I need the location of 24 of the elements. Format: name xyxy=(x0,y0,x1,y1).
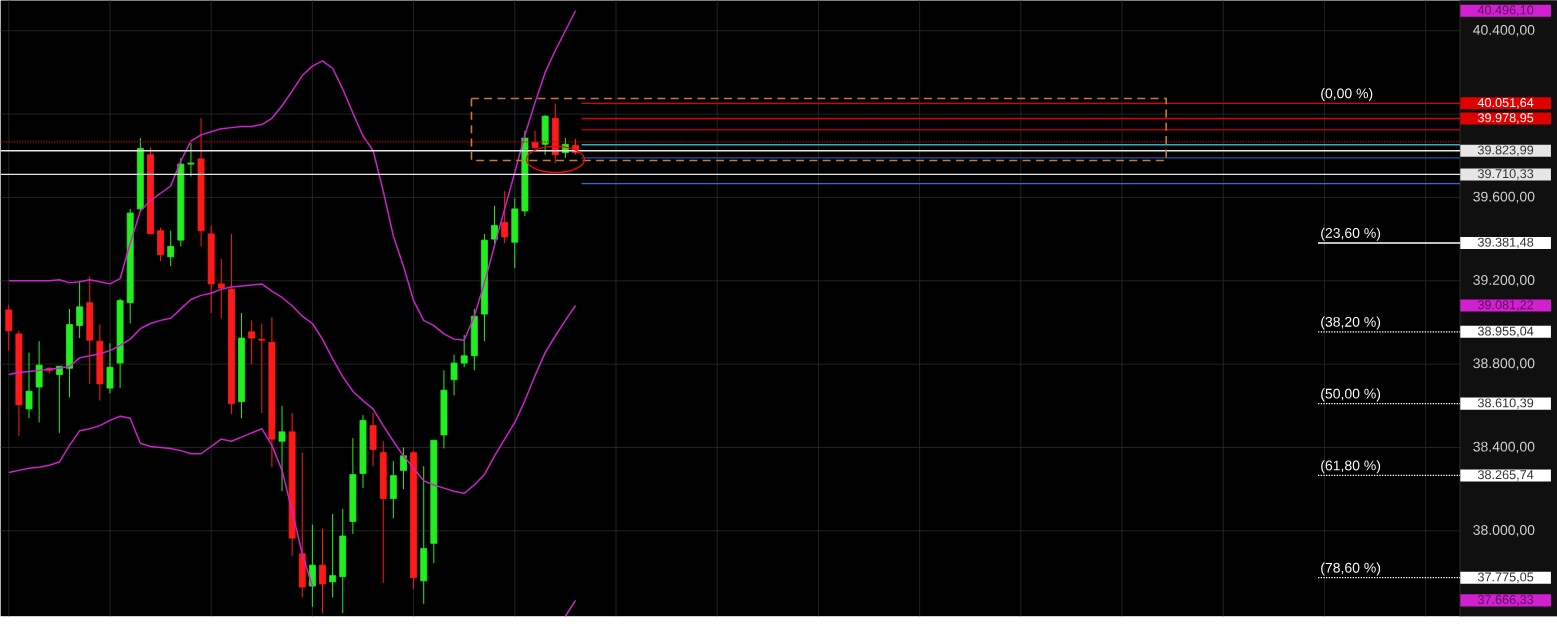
y-tick-label: 38.000,00 xyxy=(1473,524,1535,537)
annotation: (50,00 %) xyxy=(1321,388,1381,402)
annotation: (0,00 %) xyxy=(1321,87,1373,101)
ref-line-label: 37.775,05 xyxy=(1477,572,1534,583)
ref-line-label: 39.710,33 xyxy=(1477,169,1534,180)
ref-line-label: 39.381,48 xyxy=(1477,237,1534,248)
y-tick-label: 40.400,00 xyxy=(1473,24,1535,37)
y-tick-label: 39.200,00 xyxy=(1473,274,1535,287)
ref-line-label: 38.955,04 xyxy=(1477,326,1534,337)
ref-line-label: 39.823,99 xyxy=(1477,145,1534,156)
text: 40.496,10 xyxy=(1477,5,1534,16)
annotation: (78,60 %) xyxy=(1321,562,1381,576)
y-tick-label: 39.600,00 xyxy=(1473,191,1535,204)
annotation: (38,20 %) xyxy=(1321,316,1381,330)
ref-line-label: 38.265,74 xyxy=(1477,470,1534,481)
text: 39.081,22 xyxy=(1477,300,1534,311)
annotation: (61,80 %) xyxy=(1321,459,1381,473)
ref-line-label: 39.978,95 xyxy=(1477,113,1534,124)
ref-line-label: 40.051,64 xyxy=(1477,97,1534,109)
text: 37.666,33 xyxy=(1477,594,1534,606)
y-tick-label: 38.800,00 xyxy=(1473,358,1535,370)
annotation: (23,60 %) xyxy=(1321,227,1381,241)
y-tick-label: 38.400,00 xyxy=(1473,441,1535,454)
ref-line-label: 38.610,39 xyxy=(1477,398,1534,409)
